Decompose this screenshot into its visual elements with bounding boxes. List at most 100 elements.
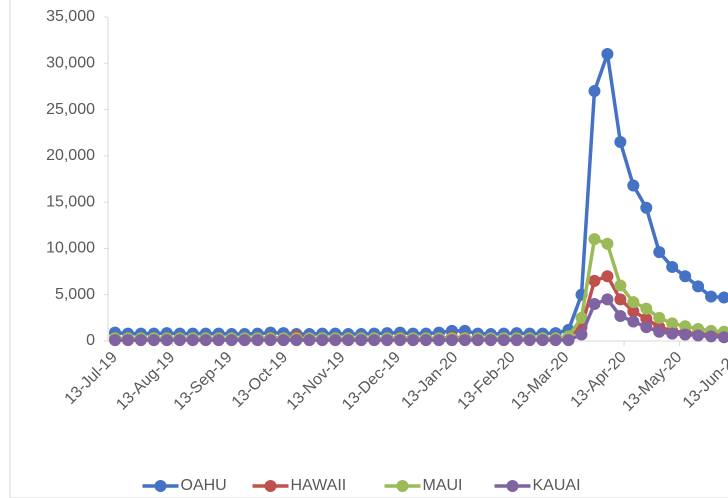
point — [355, 334, 368, 347]
point — [381, 334, 394, 347]
point — [614, 293, 627, 306]
point — [666, 317, 679, 330]
point — [640, 312, 653, 325]
point — [692, 280, 705, 293]
point — [653, 311, 666, 324]
point — [692, 329, 705, 342]
point — [679, 328, 692, 341]
x-tick-label: 13-Nov-19 — [284, 349, 349, 414]
series-line — [114, 52, 725, 336]
point — [497, 334, 510, 347]
point — [303, 334, 316, 347]
point — [394, 334, 407, 347]
point — [575, 311, 588, 324]
point — [601, 48, 614, 61]
point — [290, 334, 303, 347]
y-tick-label: 35,000 — [46, 8, 95, 25]
point — [653, 246, 666, 259]
legend-item: MAUI — [384, 477, 463, 494]
point — [588, 85, 601, 98]
point — [134, 334, 147, 347]
point — [640, 302, 653, 315]
point — [432, 334, 445, 347]
point — [588, 297, 601, 310]
point — [627, 179, 640, 192]
point — [251, 334, 264, 347]
point — [640, 321, 653, 334]
point — [601, 270, 614, 283]
point — [458, 334, 471, 347]
legend-marker — [154, 480, 167, 492]
point — [368, 334, 381, 347]
point — [614, 310, 627, 323]
point — [679, 270, 692, 283]
legend-label: OAHU — [181, 477, 227, 494]
point — [316, 334, 329, 347]
point — [238, 334, 251, 347]
point — [160, 334, 173, 347]
point — [186, 334, 199, 347]
x-tick-label: 13-Aug-19 — [113, 349, 178, 414]
point — [549, 334, 562, 347]
point — [601, 237, 614, 250]
point — [614, 135, 627, 148]
point — [264, 334, 277, 347]
point — [614, 279, 627, 292]
point — [407, 334, 420, 347]
y-tick-label: 10,000 — [46, 240, 95, 257]
legend-label: KAUAI — [533, 477, 581, 494]
point — [718, 331, 728, 344]
x-tick-label: 13-Jun-20 — [680, 349, 728, 412]
point — [679, 320, 692, 333]
point — [523, 334, 536, 347]
legend-marker — [506, 480, 519, 492]
x-tick-label: 13-Sep-19 — [171, 349, 236, 414]
legend-marker — [264, 480, 277, 492]
x-tick-label: 13-Oct-19 — [229, 349, 291, 411]
point — [705, 330, 718, 343]
point — [588, 233, 601, 246]
point — [471, 334, 484, 347]
point — [666, 327, 679, 340]
point — [627, 315, 640, 328]
x-tick-label: 13-Jul-19 — [62, 349, 121, 408]
x-tick-label: 13-Feb-20 — [455, 349, 519, 413]
y-tick-label: 5,000 — [55, 286, 95, 303]
legend-item: HAWAII — [252, 477, 347, 494]
y-tick-label: 15,000 — [46, 193, 95, 210]
point — [342, 334, 355, 347]
legend-label: MAUI — [423, 477, 463, 494]
chart-frame — [9, 0, 728, 498]
point — [225, 334, 238, 347]
point — [199, 334, 212, 347]
point — [277, 334, 290, 347]
point — [588, 274, 601, 287]
point — [575, 328, 588, 341]
point — [627, 305, 640, 318]
y-tick-label: 0 — [86, 332, 95, 349]
point — [212, 334, 225, 347]
x-tick-label: 13-May-20 — [619, 349, 685, 415]
point — [562, 334, 575, 347]
point — [147, 334, 160, 347]
point — [718, 291, 728, 304]
point — [109, 334, 121, 347]
point — [420, 334, 432, 347]
point — [484, 334, 497, 347]
legend-item: OAHU — [142, 477, 227, 494]
y-tick-label: 20,000 — [46, 147, 95, 164]
point — [627, 296, 640, 309]
legend-item: KAUAI — [494, 477, 581, 494]
point — [601, 293, 614, 306]
point — [121, 334, 134, 347]
point — [705, 290, 718, 303]
point — [445, 334, 458, 347]
x-tick-label: 13-Mar-20 — [508, 349, 572, 413]
legend-label: HAWAII — [291, 477, 347, 494]
point — [329, 334, 342, 347]
x-tick-label: 13-Jan-20 — [398, 349, 461, 412]
point — [510, 334, 523, 347]
x-tick-label: 13-Dec-19 — [339, 349, 404, 414]
y-tick-label: 25,000 — [46, 101, 95, 118]
